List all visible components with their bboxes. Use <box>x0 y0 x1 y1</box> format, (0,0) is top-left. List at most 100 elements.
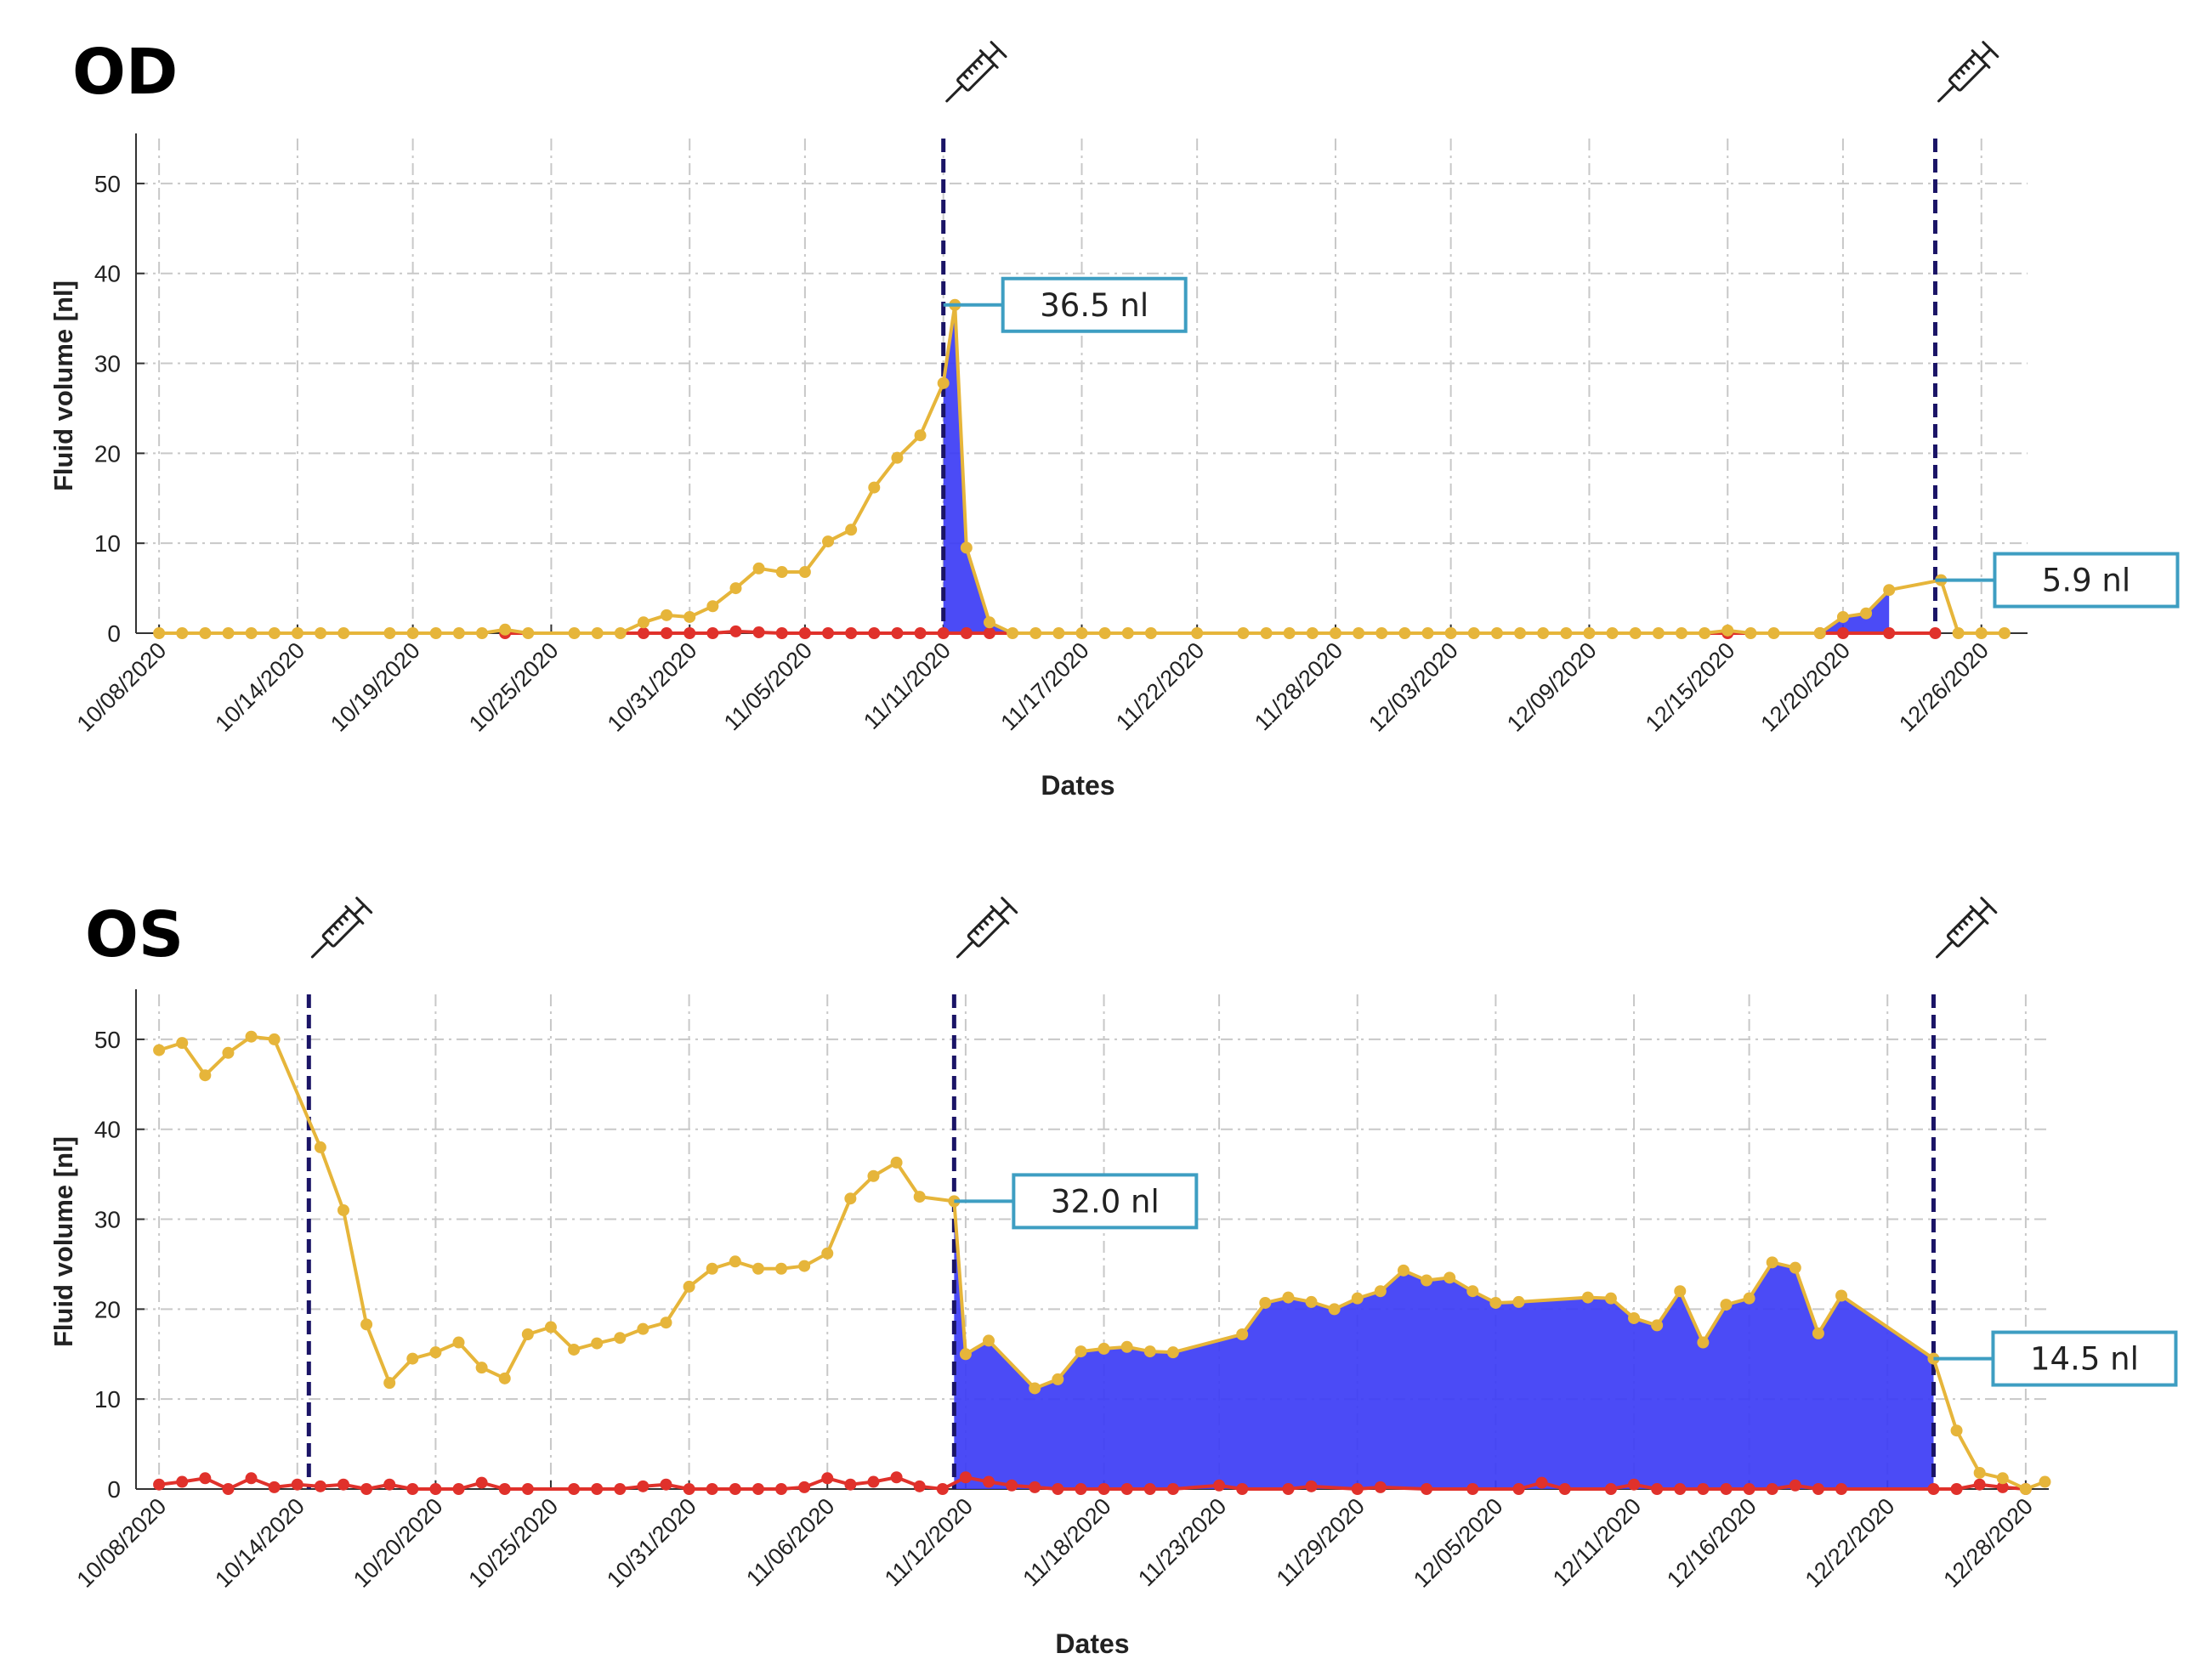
data-point <box>729 1483 741 1495</box>
data-point <box>1421 1274 1433 1287</box>
data-point <box>1075 1483 1087 1495</box>
data-point <box>661 627 673 639</box>
syringe-tick <box>1958 67 1965 75</box>
syringe-plunger-cap <box>1982 41 1999 59</box>
data-point <box>1606 627 1619 639</box>
x-tick-label: 12/26/2020 <box>1894 637 1994 737</box>
data-point <box>1237 627 1250 639</box>
syringe-icon <box>310 897 373 959</box>
data-point <box>1120 1340 1133 1353</box>
y-axis-label: Fluid volume [nl] <box>48 280 78 491</box>
data-point <box>1328 1303 1341 1316</box>
data-point <box>245 1472 258 1485</box>
data-point <box>845 627 858 639</box>
syringe-tick <box>976 58 984 65</box>
data-point <box>2019 1483 2032 1495</box>
data-point <box>983 627 995 639</box>
data-point <box>222 1483 235 1495</box>
data-point <box>1651 1319 1664 1332</box>
data-point <box>661 609 673 621</box>
data-point <box>1282 1291 1295 1304</box>
y-tick-label: 0 <box>107 620 121 647</box>
data-point <box>821 1472 834 1485</box>
data-point <box>1097 1483 1110 1495</box>
syringe-flange <box>344 905 365 925</box>
series-line <box>159 303 2005 635</box>
x-tick-label: 10/25/2020 <box>464 637 564 737</box>
x-tick-label: 11/06/2020 <box>741 1493 839 1591</box>
syringe-flange <box>1971 49 1991 69</box>
data-point <box>1720 1299 1733 1311</box>
data-point <box>637 627 649 639</box>
data-point <box>591 1337 604 1350</box>
fluid-fill-area <box>954 1201 1934 1489</box>
x-tick-label: 10/14/2020 <box>210 1493 309 1593</box>
data-point <box>983 616 995 629</box>
data-point <box>1098 627 1111 639</box>
data-point <box>1604 1483 1617 1495</box>
panel-label: OS <box>85 898 184 971</box>
data-point <box>1767 627 1780 639</box>
data-point <box>222 1046 235 1059</box>
data-point <box>1329 627 1341 639</box>
syringe-tick <box>1954 72 1961 80</box>
syringe-tick <box>961 72 969 80</box>
data-point <box>1950 1483 1963 1495</box>
data-point <box>1305 1295 1318 1308</box>
x-axis-label: Dates <box>1041 770 1115 801</box>
x-tick-label: 11/11/2020 <box>859 637 956 734</box>
x-tick-label: 10/20/2020 <box>349 1493 448 1593</box>
x-tick-label: 12/09/2020 <box>1502 637 1602 737</box>
data-point <box>1351 1483 1364 1495</box>
data-point <box>1166 1346 1179 1359</box>
data-point <box>1835 1483 1848 1495</box>
data-point <box>1375 627 1388 639</box>
data-point <box>890 1471 903 1484</box>
chart-panel-os: OS 0 10 20 30 40 50 10/08/2020 10/14/2020 10/20/2… <box>48 897 2178 1659</box>
data-point <box>452 1336 465 1349</box>
data-point <box>798 1481 811 1493</box>
panel-label: OD <box>72 36 178 109</box>
data-point <box>1927 1483 1940 1495</box>
data-point <box>406 627 419 639</box>
data-point <box>1052 1373 1064 1385</box>
data-point <box>1535 1476 1548 1489</box>
data-point <box>868 627 881 639</box>
data-point <box>1812 1483 1824 1495</box>
data-point <box>429 627 442 639</box>
series-fluid-line <box>153 298 2011 639</box>
data-point <box>291 1478 303 1491</box>
data-point <box>314 1480 326 1492</box>
data-point <box>522 627 535 639</box>
data-point <box>1166 1483 1179 1495</box>
data-point <box>1467 627 1480 639</box>
syringe-icon <box>945 41 1007 103</box>
data-point <box>1236 1483 1249 1495</box>
data-point <box>1674 1285 1687 1298</box>
callout-label: 14.5 nl <box>2030 1341 2139 1378</box>
data-point <box>660 1478 672 1491</box>
data-point <box>1305 1480 1318 1492</box>
x-tick-label: 10/31/2020 <box>603 637 702 737</box>
callout-box <box>1993 552 2180 609</box>
syringe-plunger <box>1977 903 1990 916</box>
data-point <box>706 627 719 639</box>
y-tick-label: 20 <box>94 1296 121 1322</box>
data-point <box>153 627 166 639</box>
x-tick-label: 10/08/2020 <box>72 637 172 737</box>
syringe-needle <box>1937 84 1956 103</box>
data-point <box>983 1475 995 1488</box>
syringe-tick <box>973 928 979 936</box>
data-point <box>1121 627 1134 639</box>
data-point <box>845 524 858 536</box>
data-point <box>844 1192 857 1205</box>
data-point <box>683 1483 695 1495</box>
syringe-needle <box>945 84 964 103</box>
data-point <box>1489 1296 1502 1309</box>
data-point <box>268 627 281 639</box>
syringe-tick <box>332 923 339 931</box>
data-point <box>1675 627 1687 639</box>
data-point <box>1699 627 1711 639</box>
data-point <box>1996 1481 2009 1493</box>
